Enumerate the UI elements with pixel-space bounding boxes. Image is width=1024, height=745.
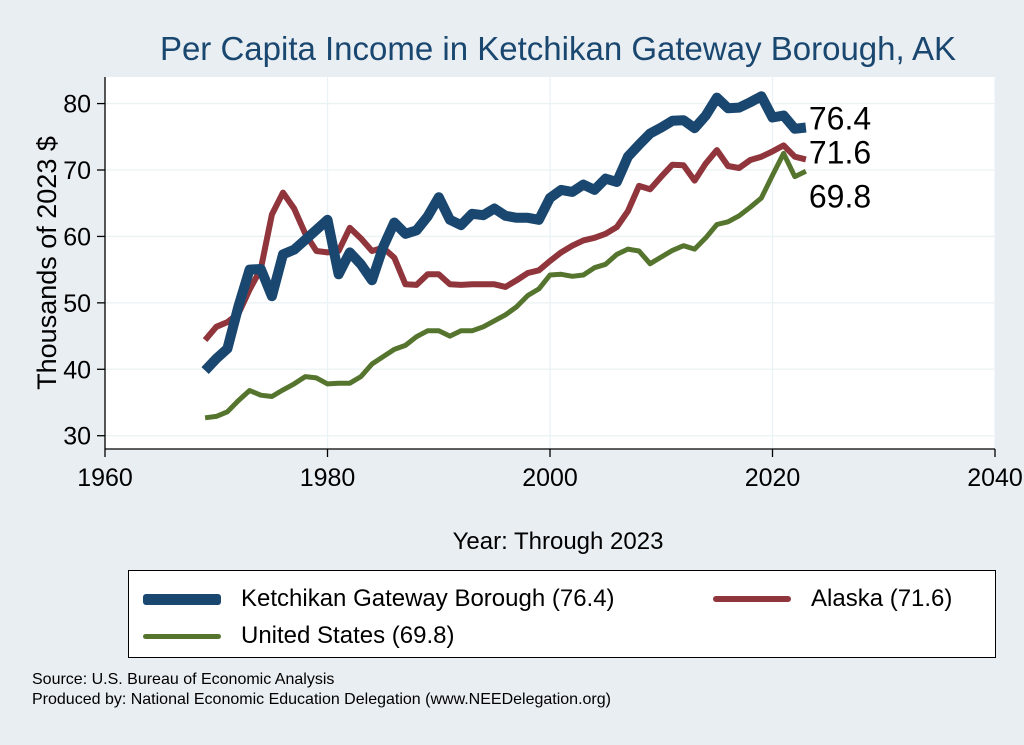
- legend-swatch-alaska: [713, 596, 791, 602]
- y-tick-label: 70: [63, 157, 91, 185]
- legend-label-alaska: Alaska (71.6): [811, 585, 953, 612]
- end-labels: 76.471.6 69.8: [809, 100, 871, 214]
- legend-swatch-united-states: [143, 633, 221, 639]
- x-tick-label: 1960: [77, 464, 133, 492]
- x-tick-label: 2020: [745, 464, 801, 492]
- x-axis: 1960 1980 2000 2020 2040: [77, 449, 1023, 492]
- legend-label-united-states: United States (69.8): [241, 622, 455, 649]
- y-tick-label: 60: [63, 223, 91, 251]
- legend-label-ketchikan: Ketchikan Gateway Borough (76.4): [241, 585, 615, 612]
- y-tick-label: 30: [63, 423, 91, 451]
- series-lines: [201, 91, 807, 421]
- x-axis-label: Year: Through 2023: [453, 528, 664, 555]
- chart-title: Per Capita Income in Ketchikan Gateway B…: [160, 30, 956, 67]
- source-note: Source: U.S. Bureau of Economic Analysis: [32, 671, 335, 688]
- y-axis: 30 40 50 60 70 80: [63, 91, 105, 451]
- legend-entry-ketchikan: Ketchikan Gateway Borough (76.4): [143, 585, 615, 613]
- y-tick-label: 50: [63, 290, 91, 318]
- x-tick-label: 2000: [522, 464, 578, 492]
- y-axis-label: Thousands of 2023 $: [32, 136, 62, 390]
- end-label-ketchikan: 76.4: [809, 100, 871, 136]
- produced-by-note: Produced by: National Economic Education…: [32, 691, 611, 708]
- legend: Ketchikan Gateway Borough (76.4) Alaska …: [128, 570, 996, 658]
- legend-entry-alaska: Alaska (71.6): [713, 585, 952, 613]
- legend-swatch-ketchikan: [143, 593, 221, 605]
- end-label-united-states: 69.8: [809, 178, 871, 214]
- y-tick-label: 80: [63, 91, 91, 119]
- y-tick-label: 40: [63, 356, 91, 384]
- legend-entry-united-states: United States (69.8): [143, 622, 454, 650]
- x-tick-label: 1980: [300, 464, 356, 492]
- x-tick-label: 2040: [967, 464, 1023, 492]
- series-line-united-states: [204, 150, 807, 421]
- series-line-ketchikan: [201, 91, 807, 375]
- end-label-alaska: 71.6: [809, 134, 871, 170]
